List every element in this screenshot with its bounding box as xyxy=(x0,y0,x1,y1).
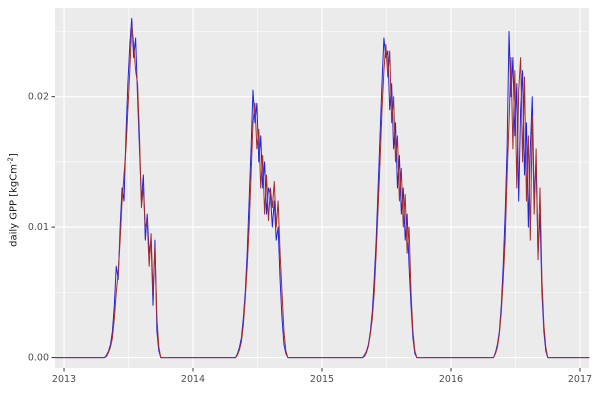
x-axis-tick-label: 2015 xyxy=(310,374,334,385)
y-axis-tick-label: 0.01 xyxy=(28,222,49,233)
series-line-red xyxy=(54,24,590,359)
x-axis-tick-label: 2016 xyxy=(439,374,463,385)
x-axis-tick-label: 2013 xyxy=(52,374,76,385)
y-axis-tick-label: 0.00 xyxy=(28,353,49,364)
y-axis-tick-label: 0.02 xyxy=(28,92,49,103)
x-axis-tick-label: 2014 xyxy=(181,374,205,385)
x-axis-tick-label: 2017 xyxy=(568,374,592,385)
